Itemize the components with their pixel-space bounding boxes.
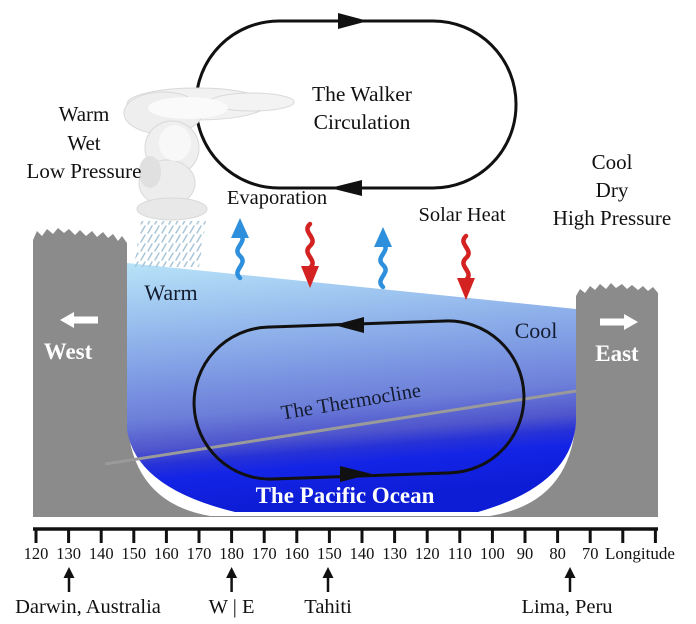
- diagram-title: The Walker Circulation: [312, 82, 412, 134]
- evaporation-arrow-2-icon: [374, 227, 392, 290]
- ocean-loop-arrow-west-icon: [334, 317, 364, 333]
- marker-date-line: W | E: [209, 567, 255, 618]
- svg-text:Circulation: Circulation: [314, 110, 411, 134]
- up-arrow-icon: [564, 567, 576, 578]
- svg-text:70: 70: [582, 544, 599, 563]
- svg-text:170: 170: [187, 544, 212, 563]
- svg-text:The Walker: The Walker: [312, 82, 412, 106]
- east-arrow-icon: [600, 314, 638, 330]
- svg-text:W | E: W | E: [209, 596, 255, 618]
- solar-heat-arrow-2-icon: [457, 233, 475, 300]
- east-conditions-label: Cool Dry High Pressure: [553, 150, 671, 230]
- solar-heat-arrow-1-icon: [301, 221, 319, 288]
- walker-loop-arrow-east-icon: [338, 13, 368, 29]
- svg-text:Cool: Cool: [592, 150, 633, 174]
- rain-icon: [134, 221, 206, 267]
- svg-text:160: 160: [154, 544, 179, 563]
- evaporation-arrow-1-icon: [231, 218, 249, 281]
- svg-text:150: 150: [317, 544, 342, 563]
- svg-text:Tahiti: Tahiti: [304, 596, 352, 618]
- svg-text:170: 170: [252, 544, 277, 563]
- marker-tahiti: Tahiti: [304, 567, 352, 618]
- surface-cool-label: Cool: [515, 318, 558, 343]
- up-arrow-icon: [63, 567, 75, 578]
- svg-text:150: 150: [121, 544, 146, 563]
- svg-text:80: 80: [549, 544, 566, 563]
- marker-lima: Lima, Peru: [521, 567, 613, 618]
- axis-title: Longitude: [605, 544, 675, 563]
- svg-text:Low Pressure: Low Pressure: [27, 159, 142, 183]
- land-basin: [33, 228, 658, 517]
- svg-text:140: 140: [350, 544, 375, 563]
- svg-text:Lima, Peru: Lima, Peru: [521, 596, 612, 618]
- west-conditions-label: Warm Wet Low Pressure: [27, 102, 142, 183]
- svg-text:120: 120: [415, 544, 440, 563]
- evaporation-label: Evaporation: [227, 187, 327, 209]
- axis-tick-labels: 120 130 140 150 160 170 180 170 160 150 …: [24, 544, 599, 563]
- ocean-circulation-loop: [192, 317, 526, 482]
- surface-warm-label: Warm: [144, 280, 197, 305]
- svg-text:Warm: Warm: [59, 102, 110, 126]
- svg-text:130: 130: [56, 544, 81, 563]
- longitude-axis: 120 130 140 150 160 170 180 170 160 150 …: [24, 527, 675, 563]
- svg-text:90: 90: [517, 544, 534, 563]
- svg-text:160: 160: [284, 544, 309, 563]
- solar-heat-label: Solar Heat: [418, 204, 505, 226]
- marker-darwin: Darwin, Australia: [15, 567, 161, 618]
- svg-text:120: 120: [24, 544, 49, 563]
- svg-text:130: 130: [382, 544, 407, 563]
- axis-ticks: [34, 529, 657, 543]
- ocean-body: [127, 263, 576, 512]
- svg-text:180: 180: [219, 544, 244, 563]
- svg-text:Dry: Dry: [596, 178, 629, 202]
- walker-loop-arrow-west-icon: [330, 180, 362, 196]
- location-markers: Darwin, Australia W | E Tahiti Lima, Per…: [15, 567, 613, 618]
- up-arrow-icon: [226, 567, 238, 578]
- svg-text:110: 110: [448, 544, 472, 563]
- east-label: East: [595, 341, 639, 366]
- west-label: West: [44, 339, 93, 364]
- svg-text:Darwin, Australia: Darwin, Australia: [15, 596, 161, 618]
- svg-text:High Pressure: High Pressure: [553, 206, 671, 230]
- svg-text:100: 100: [480, 544, 505, 563]
- west-arrow-icon: [60, 312, 98, 328]
- up-arrow-icon: [322, 567, 334, 578]
- thermocline-line: [104, 389, 577, 466]
- svg-text:Wet: Wet: [67, 131, 100, 155]
- cumulonimbus-cloud-icon: [123, 87, 295, 221]
- pacific-ocean-label: The Pacific Ocean: [256, 483, 435, 508]
- ocean-loop-arrow-east-icon: [340, 466, 372, 482]
- svg-text:140: 140: [89, 544, 114, 563]
